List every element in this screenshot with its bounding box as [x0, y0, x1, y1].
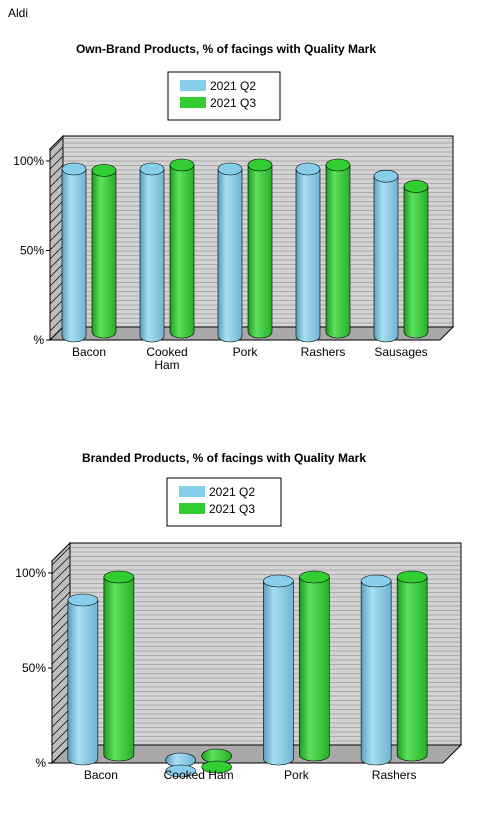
- y-tick-label: 50%: [22, 661, 46, 675]
- y-tick-label: %: [35, 756, 46, 770]
- side-wall-hatch: [49, 146, 64, 161]
- x-tick-label-bacon: Bacon: [84, 768, 118, 782]
- x-tick-label-pork: Pork: [233, 345, 259, 359]
- side-wall-hatch: [51, 672, 71, 692]
- side-wall-hatch: [51, 582, 71, 602]
- legend-swatch-2021-q2: [180, 80, 206, 91]
- x-tick-label-sausages: Sausages: [374, 345, 427, 359]
- side-wall-hatch: [51, 609, 71, 629]
- x-tick-label-bacon: Bacon: [72, 345, 106, 359]
- bar-bacon-2021-q2: [67, 593, 99, 766]
- side-wall-hatch: [51, 636, 71, 656]
- legend-label-2021-q3: 2021 Q3: [210, 96, 256, 110]
- y-tick-label: 100%: [13, 154, 44, 168]
- side-wall-hatch: [51, 627, 71, 647]
- bar-pork-2021-q2: [263, 574, 294, 766]
- side-wall-hatch: [49, 191, 64, 206]
- bar-cooked-ham-2021-q2: [139, 162, 165, 343]
- chart-title: Branded Products, % of facings with Qual…: [82, 451, 366, 465]
- side-wall-hatch: [49, 245, 64, 260]
- side-wall-hatch: [49, 164, 64, 179]
- bar-pork-2021-q3: [247, 158, 273, 339]
- side-wall-hatch: [49, 263, 64, 278]
- side-wall-hatch: [51, 618, 71, 638]
- side-wall-hatch: [51, 708, 71, 728]
- side-wall-hatch: [51, 645, 71, 665]
- bar-rashers-2021-q3: [396, 570, 428, 762]
- side-wall-hatch: [49, 299, 64, 314]
- chart-title: Own-Brand Products, % of facings with Qu…: [76, 42, 376, 56]
- side-wall-hatch: [51, 573, 71, 593]
- bar-pork-2021-q3: [299, 570, 330, 762]
- side-wall-hatch: [49, 173, 64, 188]
- legend-label-2021-q2: 2021 Q2: [210, 79, 256, 93]
- side-wall-hatch: [51, 564, 71, 584]
- bar-cooked-ham-2021-q3: [169, 158, 195, 339]
- side-wall-hatch: [49, 317, 64, 332]
- side-wall-hatch: [51, 654, 71, 674]
- y-tick-label: %: [33, 333, 44, 347]
- side-wall-hatch: [49, 209, 64, 224]
- legend-label-2021-q2: 2021 Q2: [209, 485, 255, 499]
- side-wall-hatch: [49, 200, 64, 215]
- bar-pork-2021-q2: [217, 162, 243, 343]
- side-wall-hatch: [49, 155, 64, 170]
- side-wall-hatch: [49, 308, 64, 323]
- legend-swatch-2021-q3: [179, 503, 205, 514]
- side-wall-hatch: [49, 281, 64, 296]
- x-tick-label-cooked-ham: Cooked Ham: [164, 768, 234, 782]
- bar-rashers-2021-q2: [295, 162, 321, 343]
- side-wall-hatch: [51, 717, 71, 737]
- side-wall-hatch: [49, 137, 64, 152]
- floor: [50, 744, 463, 764]
- legend-swatch-2021-q3: [180, 97, 206, 108]
- side-wall-hatch: [49, 236, 64, 251]
- bar-sausages-2021-q2: [373, 169, 399, 343]
- side-wall-hatch: [49, 227, 64, 242]
- legend-swatch-2021-q2: [179, 486, 205, 497]
- side-wall-hatch: [49, 182, 64, 197]
- side-wall-hatch: [51, 690, 71, 710]
- side-wall-hatch: [49, 272, 64, 287]
- branded-chart: Branded Products, % of facings with Qual…: [15, 451, 463, 782]
- y-tick-label: 50%: [20, 244, 44, 258]
- page-corner-label: Aldi: [8, 6, 29, 20]
- side-wall-hatch: [51, 735, 71, 755]
- x-tick-label-rashers: Rashers: [301, 345, 346, 359]
- side-wall-hatch: [51, 726, 71, 746]
- bar-rashers-2021-q3: [325, 158, 351, 339]
- side-wall-hatch: [51, 699, 71, 719]
- side-wall-hatch: [51, 546, 71, 566]
- x-tick-label-rashers: Rashers: [372, 768, 417, 782]
- bar-bacon-2021-q3: [103, 570, 135, 762]
- legend-label-2021-q3: 2021 Q3: [209, 502, 255, 516]
- side-wall-hatch: [51, 600, 71, 620]
- side-wall-hatch: [49, 218, 64, 233]
- x-tick-label-pork: Pork: [284, 768, 310, 782]
- x-tick-label-cooked-ham: Cooked Ham: [146, 345, 187, 372]
- y-tick-label: 100%: [15, 566, 46, 580]
- bar-cooked-ham-2021-q3: [201, 748, 232, 774]
- side-wall-hatch: [51, 663, 71, 683]
- side-wall-hatch: [51, 591, 71, 611]
- bar-bacon-2021-q3: [91, 164, 117, 339]
- bar-sausages-2021-q3: [403, 180, 429, 339]
- bar-cooked-ham-2021-q2: [165, 752, 196, 778]
- side-wall-hatch: [51, 555, 71, 575]
- bar-rashers-2021-q2: [360, 574, 392, 766]
- side-wall-hatch: [49, 254, 64, 269]
- side-wall-hatch: [51, 681, 71, 701]
- bar-bacon-2021-q2: [61, 162, 87, 343]
- own-brand-chart: Own-Brand Products, % of facings with Qu…: [13, 42, 455, 372]
- side-wall-hatch: [49, 290, 64, 305]
